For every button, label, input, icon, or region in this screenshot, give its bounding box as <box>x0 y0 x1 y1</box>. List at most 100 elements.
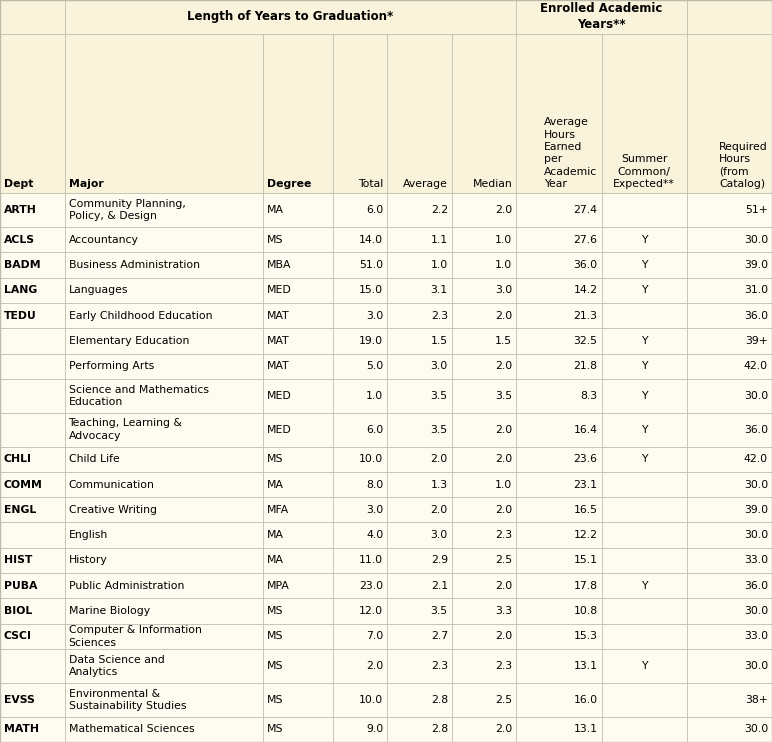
Bar <box>388 303 452 328</box>
Bar <box>263 252 333 278</box>
Text: MA: MA <box>267 205 284 215</box>
Bar <box>0 548 65 573</box>
Text: 2.0: 2.0 <box>495 311 513 321</box>
Text: 1.0: 1.0 <box>495 234 513 245</box>
Text: 38+: 38+ <box>745 695 768 705</box>
Bar <box>65 649 263 683</box>
Bar <box>0 303 65 328</box>
Text: History: History <box>69 556 107 565</box>
Text: Community Planning,
Policy, & Design: Community Planning, Policy, & Design <box>69 199 185 221</box>
Bar <box>263 447 333 472</box>
Text: MFA: MFA <box>267 505 290 515</box>
Bar <box>452 354 516 379</box>
Text: Y: Y <box>641 581 648 591</box>
Text: 10.0: 10.0 <box>359 695 383 705</box>
Text: 15.3: 15.3 <box>574 631 598 642</box>
Bar <box>333 34 388 193</box>
Text: MAT: MAT <box>267 336 290 346</box>
Text: Early Childhood Education: Early Childhood Education <box>69 311 212 321</box>
Text: 12.2: 12.2 <box>574 531 598 540</box>
Bar <box>452 683 516 717</box>
Text: 1.0: 1.0 <box>366 391 383 401</box>
Text: 39.0: 39.0 <box>744 260 768 270</box>
Text: TEDU: TEDU <box>4 311 37 321</box>
Text: 27.4: 27.4 <box>574 205 598 215</box>
Text: 14.2: 14.2 <box>574 286 598 295</box>
Text: 2.2: 2.2 <box>431 205 448 215</box>
Bar <box>601 227 687 252</box>
Bar <box>0 0 65 34</box>
Bar <box>388 472 452 497</box>
Bar <box>452 278 516 303</box>
Text: MA: MA <box>267 479 284 490</box>
Text: 2.3: 2.3 <box>496 531 513 540</box>
Text: 13.1: 13.1 <box>574 724 598 735</box>
Text: MED: MED <box>267 391 292 401</box>
Text: 16.4: 16.4 <box>574 424 598 435</box>
Text: 1.1: 1.1 <box>431 234 448 245</box>
Bar <box>0 278 65 303</box>
Text: 3.0: 3.0 <box>366 311 383 321</box>
Text: MA: MA <box>267 531 284 540</box>
Text: 19.0: 19.0 <box>359 336 383 346</box>
Text: 32.5: 32.5 <box>574 336 598 346</box>
Bar <box>388 379 452 413</box>
Bar <box>333 497 388 522</box>
Text: 2.0: 2.0 <box>495 424 513 435</box>
Bar <box>516 303 601 328</box>
Bar <box>601 624 687 649</box>
Bar <box>516 599 601 624</box>
Bar <box>687 252 772 278</box>
Bar <box>65 354 263 379</box>
Text: 39.0: 39.0 <box>744 505 768 515</box>
Bar <box>333 573 388 599</box>
Bar <box>601 472 687 497</box>
Bar <box>601 303 687 328</box>
Bar <box>601 573 687 599</box>
Text: 15.0: 15.0 <box>359 286 383 295</box>
Text: 6.0: 6.0 <box>366 205 383 215</box>
Bar <box>452 227 516 252</box>
Bar <box>263 34 333 193</box>
Text: 2.0: 2.0 <box>431 505 448 515</box>
Bar <box>263 472 333 497</box>
Text: Accountancy: Accountancy <box>69 234 138 245</box>
Bar <box>333 717 388 742</box>
Text: 14.0: 14.0 <box>359 234 383 245</box>
Text: 2.8: 2.8 <box>431 695 448 705</box>
Text: MS: MS <box>267 454 284 464</box>
Text: 3.0: 3.0 <box>495 286 513 295</box>
Text: Y: Y <box>641 286 648 295</box>
Bar <box>687 624 772 649</box>
Bar <box>388 278 452 303</box>
Text: Data Science and
Analytics: Data Science and Analytics <box>69 655 164 677</box>
Bar <box>0 34 65 193</box>
Bar <box>0 624 65 649</box>
Bar <box>516 649 601 683</box>
Bar <box>388 717 452 742</box>
Text: EVSS: EVSS <box>4 695 35 705</box>
Text: 8.3: 8.3 <box>581 391 598 401</box>
Text: 3.0: 3.0 <box>366 505 383 515</box>
Text: 31.0: 31.0 <box>744 286 768 295</box>
Bar <box>333 328 388 354</box>
Text: 2.5: 2.5 <box>496 695 513 705</box>
Bar <box>65 522 263 548</box>
Text: 2.1: 2.1 <box>431 581 448 591</box>
Text: 2.9: 2.9 <box>431 556 448 565</box>
Bar <box>687 328 772 354</box>
Text: 36.0: 36.0 <box>574 260 598 270</box>
Bar <box>601 497 687 522</box>
Bar <box>0 573 65 599</box>
Bar <box>452 303 516 328</box>
Text: BIOL: BIOL <box>4 606 32 616</box>
Bar <box>516 497 601 522</box>
Bar <box>263 717 333 742</box>
Text: Marine Biology: Marine Biology <box>69 606 150 616</box>
Text: 36.0: 36.0 <box>744 581 768 591</box>
Text: MS: MS <box>267 234 284 245</box>
Bar <box>65 573 263 599</box>
Bar <box>516 34 601 193</box>
Text: Y: Y <box>641 391 648 401</box>
Bar <box>601 447 687 472</box>
